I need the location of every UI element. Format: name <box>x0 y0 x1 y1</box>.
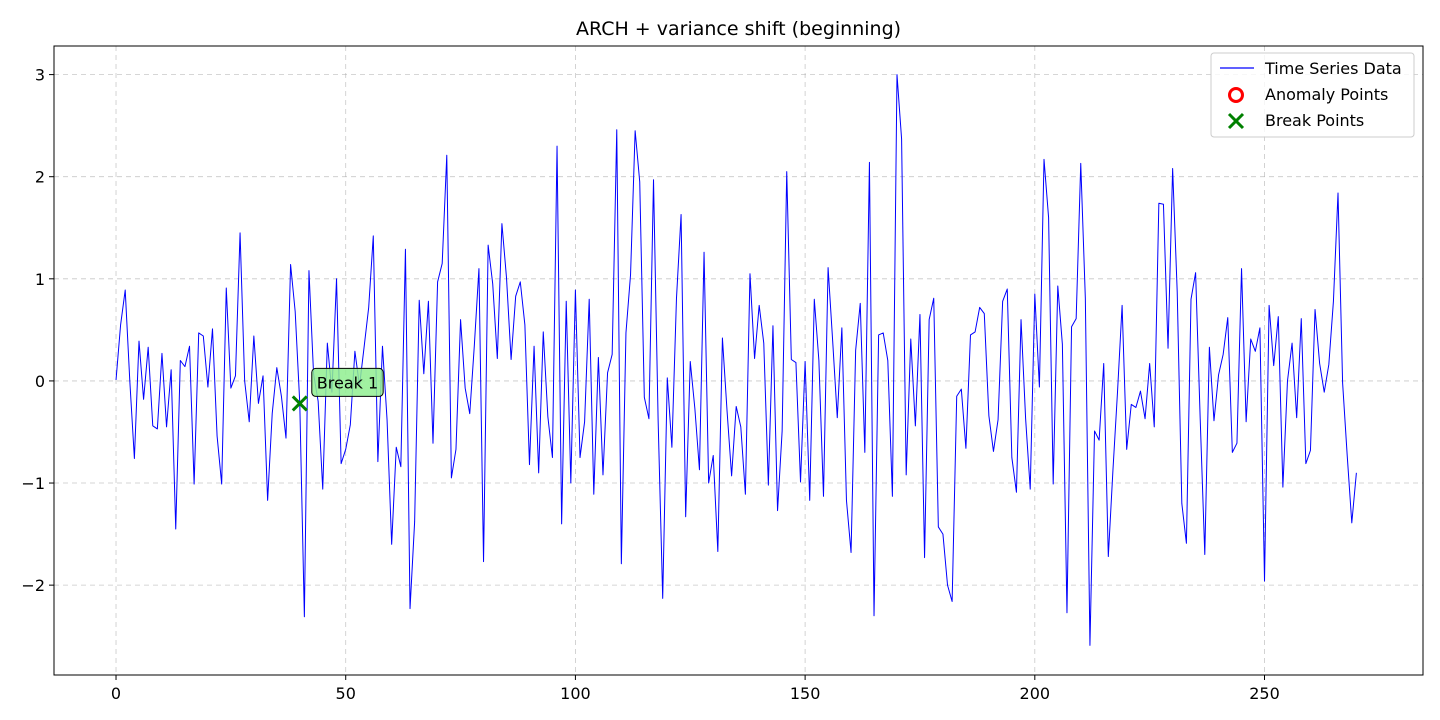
y-tick-label: −2 <box>21 576 45 595</box>
y-tick-label: −1 <box>21 474 45 493</box>
x-tick-label: 0 <box>111 684 121 703</box>
legend-label-break: Break Points <box>1265 111 1364 130</box>
break-label: Break 1 <box>317 373 378 392</box>
chart-title: ARCH + variance shift (beginning) <box>576 18 901 40</box>
y-tick-label: 2 <box>35 168 45 187</box>
x-axis: 0 50 100 150 200 250 <box>111 675 1280 703</box>
x-tick-label: 250 <box>1249 684 1280 703</box>
x-tick-label: 200 <box>1020 684 1051 703</box>
x-tick-label: 100 <box>560 684 591 703</box>
y-tick-label: 3 <box>35 66 45 85</box>
break-marker <box>291 395 308 412</box>
y-tick-label: 0 <box>35 372 45 391</box>
y-axis: −2 −1 0 1 2 3 <box>21 66 54 595</box>
break-label-box <box>311 367 384 397</box>
plot-frame <box>53 45 1424 676</box>
x-tick-label: 50 <box>336 684 356 703</box>
grid <box>54 46 1423 675</box>
series-line-0 <box>115 74 1357 646</box>
legend-break-swatch <box>1227 112 1245 130</box>
legend-label-series: Time Series Data <box>1264 59 1402 78</box>
legend-anomaly-swatch <box>1228 87 1244 103</box>
legend-label-anomaly: Anomaly Points <box>1265 85 1388 104</box>
y-tick-label: 1 <box>35 270 45 289</box>
break-markers: Break 1 <box>291 367 384 412</box>
plot-area <box>115 74 1357 646</box>
x-tick-label: 150 <box>790 684 821 703</box>
legend-box <box>1210 52 1415 138</box>
legend: Time Series Data Anomaly Points Break Po… <box>1210 52 1415 138</box>
